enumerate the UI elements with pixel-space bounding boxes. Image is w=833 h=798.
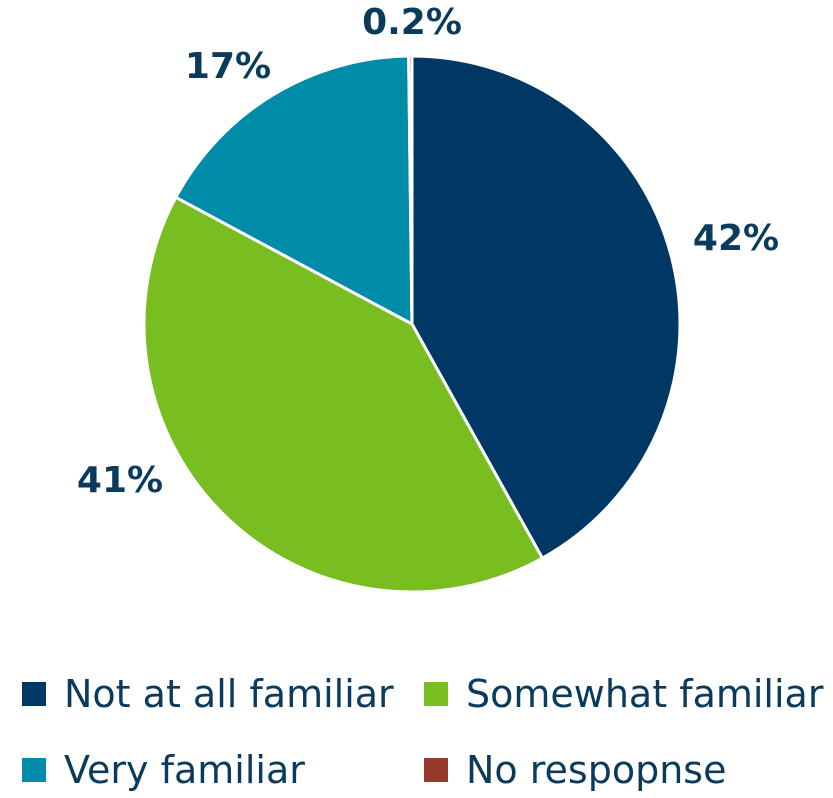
data-label-very-familiar: 17% — [185, 46, 271, 87]
data-label-no-respopnse: 0.2% — [362, 2, 462, 43]
legend-label-not-at-all-familiar: Not at all familiar — [64, 672, 394, 716]
legend-item-no-response: No respopnse — [424, 746, 824, 794]
pie-chart-svg: 42% 41% 17% 0.2% — [77, 2, 779, 594]
legend-item-very-familiar: Very familiar — [22, 746, 424, 794]
pie-slice-somewhat-familiar — [142, 195, 544, 594]
pie-slice-very-familiar — [174, 54, 414, 326]
legend-item-not-at-all-familiar: Not at all familiar — [22, 670, 424, 718]
pie-slices — [142, 54, 682, 594]
legend-label-no-response: No respopnse — [466, 748, 727, 792]
pie-slice-no-respopnse — [407, 54, 414, 326]
pie-slice-not-at-all-familiar — [410, 54, 682, 560]
pie-labels: 42% 41% 17% 0.2% — [77, 2, 779, 501]
legend: Not at all familiar Somewhat familiar Ve… — [22, 670, 824, 794]
legend-label-somewhat-familiar: Somewhat familiar — [466, 672, 824, 716]
legend-item-somewhat-familiar: Somewhat familiar — [424, 670, 824, 718]
data-label-somewhat-familiar: 41% — [77, 460, 163, 501]
legend-swatch-no-response — [424, 758, 448, 782]
legend-swatch-very-familiar — [22, 758, 46, 782]
legend-swatch-not-at-all-familiar — [22, 682, 46, 706]
legend-label-very-familiar: Very familiar — [64, 748, 305, 792]
legend-swatch-somewhat-familiar — [424, 682, 448, 706]
data-label-not-at-all-familiar: 42% — [693, 218, 779, 259]
